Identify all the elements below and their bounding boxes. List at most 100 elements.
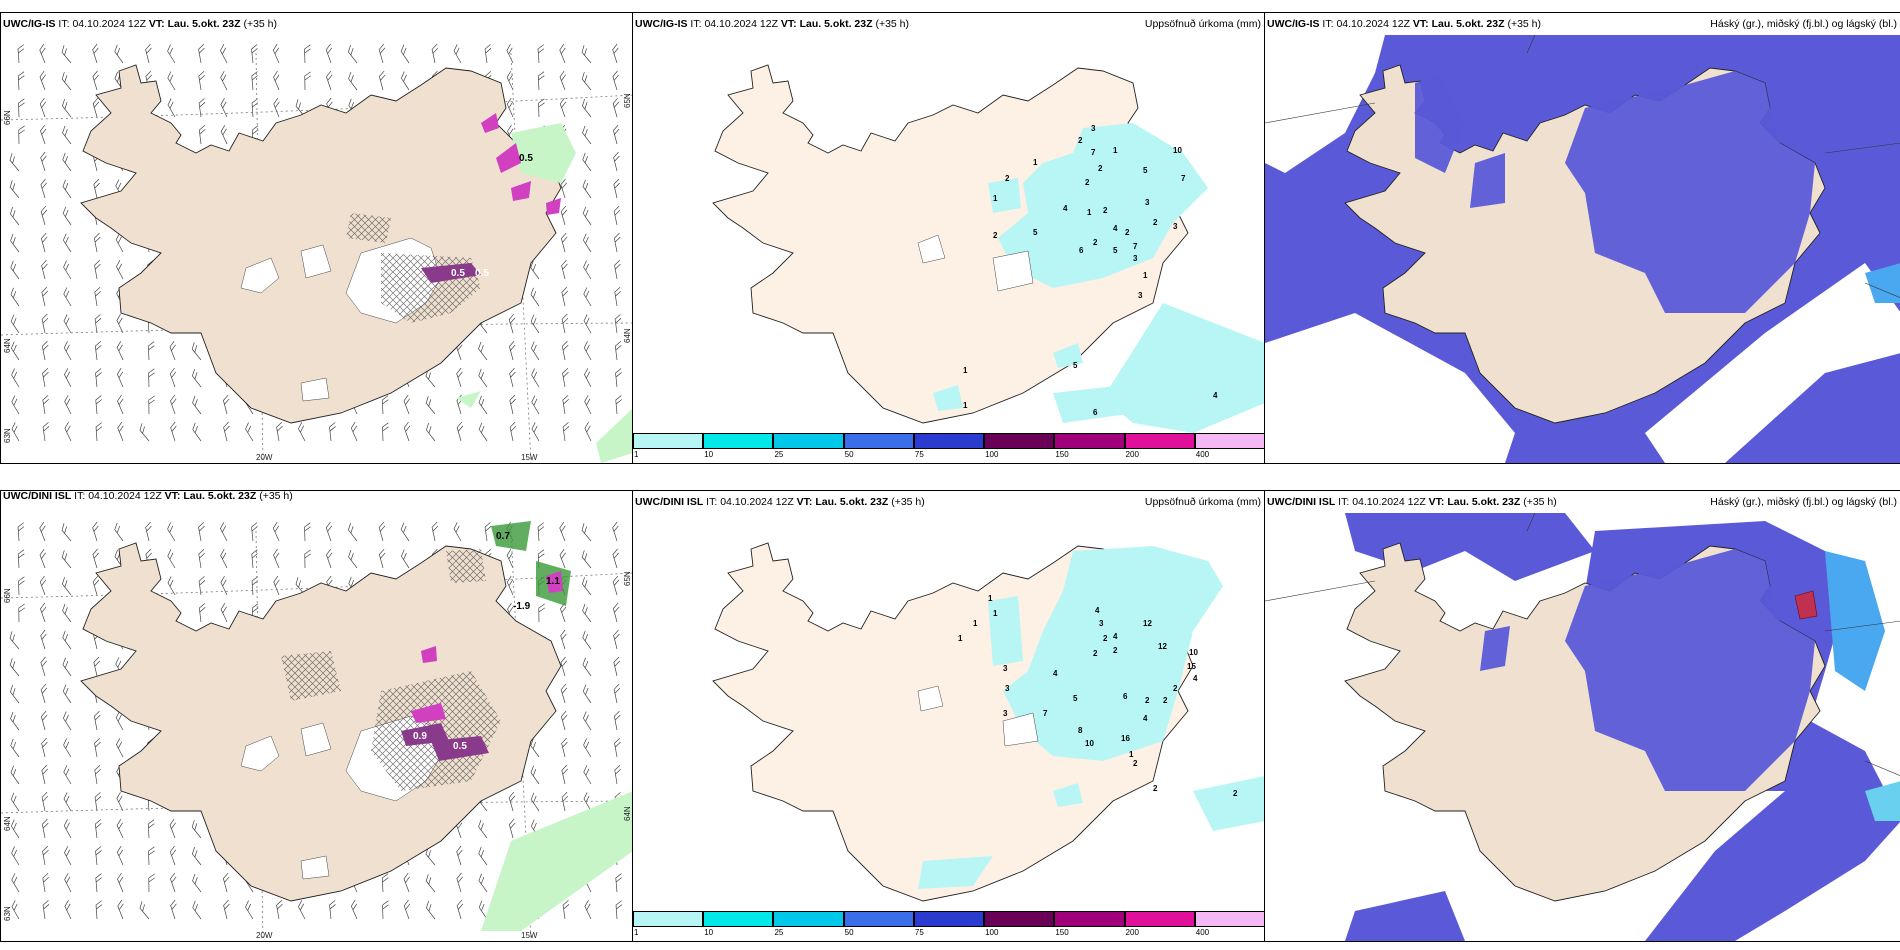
wind-barb [116,818,124,839]
lead-time: (+35 h) [259,490,293,502]
wind-barb [147,819,155,839]
precip-area [992,250,1034,292]
map-panel-clouds-ig: UWC/IG-IS IT: 04.10.2024 12Z VT: Lau. 5.… [1264,12,1900,464]
wind-barb [93,232,101,253]
glacier [300,377,330,402]
wind-barb [347,45,358,64]
map-panel-clouds-dini: UWC/DINI ISL IT: 04.10.2024 12Z VT: Lau.… [1264,490,1900,942]
wind-barb [251,576,259,596]
wind-barb [9,631,20,650]
precip-value-label: 1 [1143,271,1148,280]
wind-barb [11,846,20,866]
wind-barb [222,872,230,893]
grid-line [1824,620,1900,632]
wind-value: 0.5 [453,741,467,752]
grid-line [1,94,633,121]
wind-barb [63,738,72,758]
wind-barb [326,548,333,569]
wind-barb [61,45,72,64]
vt-value: Lau. 5.okt. 23Z [167,18,241,30]
it-value: 04.10.2024 12Z [88,490,162,502]
wind-barb [615,900,623,920]
wind-barb [403,394,410,415]
vt-value: Lau. 5.okt. 23Z [815,496,889,508]
wind-barb [326,70,333,91]
precip-value-label: 2 [1085,178,1090,187]
wind-barb [613,151,620,172]
precip-value-label: 6 [1123,692,1128,701]
wind-barb [169,340,176,361]
colorbar-swatch [1194,911,1265,927]
wind-barb [64,900,72,920]
wind-barb [559,548,566,569]
wind-barb [40,656,47,677]
wind-barb [273,70,280,91]
model-name: UWC/DINI ISL [635,496,704,508]
wind-barb [117,899,124,920]
colorbar: 1 10 25 50 75 100 150 200 400 [633,911,1265,937]
precip-value-label: 2 [1078,136,1083,145]
wind-barb [304,522,311,542]
wind-barb [41,764,48,785]
cloud-free [1265,313,1515,463]
wind-barb [62,152,72,172]
grid-line [1,572,633,599]
wind-barb [613,656,620,677]
wind-barb [61,577,72,596]
wind-barb [561,791,569,812]
wind-barb [583,738,592,758]
wind-barb [581,45,592,64]
wind-barb [167,576,176,596]
wind-value: 0.9 [413,731,427,742]
wind-barb [425,396,436,415]
wind-barb [11,422,20,442]
model-name: UWC/IG-IS [635,18,688,30]
wind-barb [295,99,306,118]
wind-barb [584,395,592,415]
magenta-cell [481,113,499,133]
wind-barb [561,764,568,785]
grid-line [1824,142,1900,154]
colorbar-swatch [1124,433,1195,449]
wind-barb [559,43,566,64]
lat-label: 64N [623,806,632,821]
cloud-low-over-land [1480,626,1510,671]
wind-barb [95,846,102,866]
precip-value-label: 2 [1153,218,1158,227]
wind-barb [378,521,386,542]
wind-barb [94,765,101,785]
wind-barb [582,206,592,226]
magenta-cell [511,181,531,201]
wind-barb [484,522,492,542]
wind-barb [614,259,621,280]
wind-barb [582,603,592,623]
wind-barb [612,124,620,145]
iceland-land [80,64,562,424]
precip-area [933,385,963,411]
wind-barb [114,522,124,542]
wind-barb [613,710,621,731]
wind-barb [39,521,46,542]
cloud-map [1265,34,1900,463]
wind-barb [10,819,20,839]
wind-barb [64,368,72,388]
wind-barb [560,232,568,253]
wind-barb [400,71,410,91]
wind-barb [148,368,155,388]
wind-barb [17,44,25,64]
wind-barb [295,577,306,596]
colorbar-swatch [984,433,1055,449]
wind-barb [62,125,72,145]
green-precip [596,408,633,463]
cloud-low-over-land [1415,75,1465,173]
field-title: Háský (gr.), miðský (fj.bl.) og lágský (… [1710,18,1897,30]
wind-barb [62,233,72,253]
precip-value-label: 3 [1133,254,1138,263]
wind-barb [614,314,622,334]
precip-value-label: 15 [1187,662,1196,671]
precip-value-label: 10 [1085,739,1094,748]
hatched-region [346,213,391,243]
precip-area [1053,783,1083,807]
wind-barb [582,630,592,650]
precip-value-label: 5 [1033,228,1038,237]
